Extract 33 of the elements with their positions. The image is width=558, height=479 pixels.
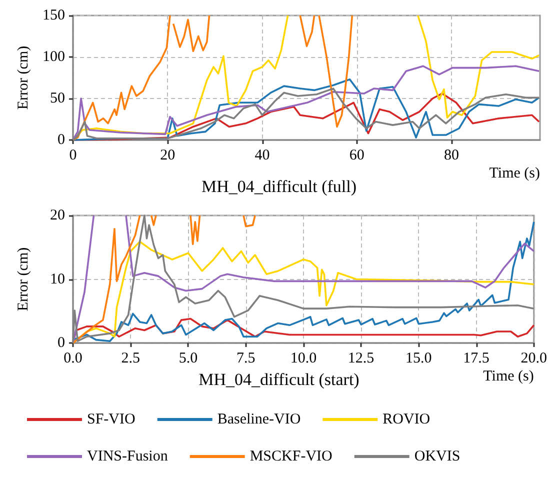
y-tick-label: 0 (58, 335, 65, 351)
y-axis-title: Error (cm) (16, 247, 32, 312)
legend-label: OKVIS (414, 448, 460, 464)
x-tick-label: 80 (444, 148, 460, 164)
y-tick-label: 50 (50, 90, 65, 106)
x-tick-label: 20 (160, 148, 176, 164)
x-tick-label: 15.0 (406, 350, 432, 366)
y-tick-label: 100 (42, 49, 65, 65)
legend-label: ROVIO (382, 412, 430, 428)
x-tick-label: 7.5 (236, 350, 256, 366)
y-tick-label: 20 (50, 208, 65, 224)
text: MH_04_difficult (start) (198, 370, 360, 389)
x-tick-label: 12.5 (348, 350, 374, 366)
x-tick-label: 20.0 (520, 350, 547, 366)
y-axis-title: Error (cm) (16, 46, 32, 110)
x-axis-title: Time (s) (489, 166, 540, 182)
legend-label: VINS-Fusion (87, 448, 168, 464)
x-tick-label: 0.0 (64, 350, 82, 366)
x-tick-label: 0 (69, 148, 77, 164)
legend-label: SF-VIO (87, 412, 136, 428)
y-tick-label: 150 (42, 8, 65, 24)
text: MH_04_difficult (full) (201, 177, 357, 196)
x-tick-label: 10.0 (290, 350, 317, 366)
x-axis-title: Time (s) (483, 368, 534, 384)
x-tick-label: 2.5 (121, 350, 140, 366)
legend-label: Baseline-VIO (217, 412, 301, 428)
y-tick-label: 10 (50, 271, 65, 288)
legend-label: MSCKF-VIO (250, 448, 333, 464)
x-tick-label: 5.0 (178, 350, 198, 366)
x-tick-label: 60 (349, 148, 364, 164)
x-tick-label: 40 (254, 148, 270, 164)
x-tick-label: 17.5 (463, 350, 490, 366)
y-tick-label: 0 (58, 132, 65, 148)
